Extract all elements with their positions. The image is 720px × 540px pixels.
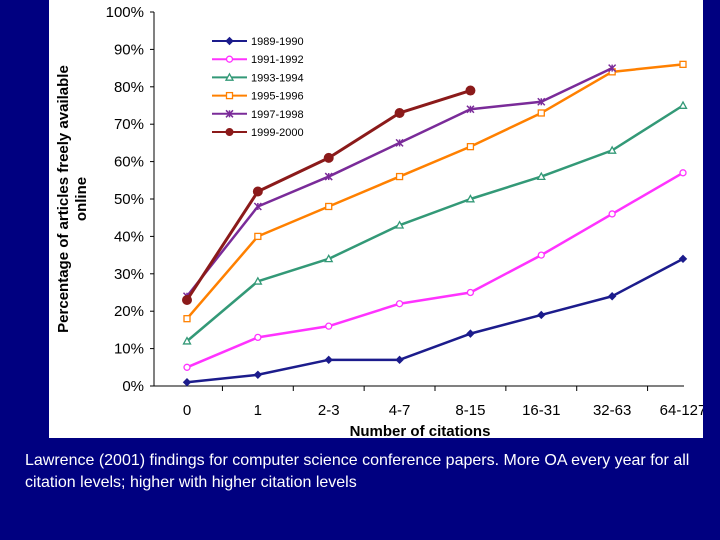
triangle-marker — [536, 171, 546, 181]
chart-panel: 0% 10% 20% 30% 40% 50% 60% 70% 80% 90% 100% 0 1 2-3 4-… — [49, 0, 703, 438]
diamond-marker — [537, 310, 546, 320]
circle-marker — [608, 210, 616, 218]
square-marker — [225, 91, 234, 100]
legend-label: 1993-1994 — [251, 72, 304, 84]
y-tick-label: 80% — [114, 79, 144, 96]
line-chart: 0% 10% 20% 30% 40% 50% 60% 70% 80% 90% 100% 0 1 2-3 4-… — [55, 4, 703, 438]
legend-item: 1993-1994 — [212, 72, 304, 84]
y-tick-label: 10% — [114, 341, 144, 358]
star-marker — [253, 202, 262, 211]
circle-marker — [679, 169, 687, 177]
triangle-marker — [394, 220, 405, 229]
caption: Lawrence (2001) findings for computer sc… — [25, 452, 690, 491]
y-tick-label: 0% — [122, 378, 144, 395]
filled-circle-marker — [252, 186, 263, 197]
filled-circle-marker — [394, 107, 405, 118]
diamond-marker — [466, 329, 475, 338]
y-tick-label: 50% — [114, 191, 144, 208]
legend-label: 1991-1992 — [251, 54, 304, 66]
legend-item: 1999-2000 — [212, 127, 304, 139]
legend-item: 1989-1990 — [212, 36, 304, 48]
y-tick-label: 30% — [114, 266, 144, 283]
square-marker — [395, 172, 404, 181]
star-marker — [324, 172, 333, 181]
x-tick-label: 16-31 — [522, 402, 560, 419]
circle-marker — [395, 300, 404, 308]
legend-label: 1999-2000 — [251, 127, 304, 139]
square-marker — [254, 232, 262, 241]
triangle-marker — [678, 100, 688, 109]
x-tick-label: 32-63 — [593, 402, 631, 419]
series-line — [186, 257, 684, 384]
triangle-marker — [182, 336, 192, 345]
square-marker — [183, 315, 191, 323]
circle-marker — [183, 363, 191, 371]
diamond-marker — [607, 292, 617, 301]
legend-label: 1997-1998 — [251, 109, 304, 121]
circle-marker — [325, 322, 333, 330]
square-marker — [679, 60, 687, 69]
legend-label: 1989-1990 — [251, 36, 304, 48]
square-marker — [537, 109, 545, 117]
triangle-marker — [253, 276, 263, 285]
legend-item: 1991-1992 — [212, 54, 304, 66]
legend-item: 1997-1998 — [212, 109, 304, 121]
square-marker — [325, 202, 333, 211]
y-tick-label: 20% — [114, 303, 144, 320]
legend-item: 1995-1996 — [212, 91, 304, 103]
y-tick-label: 60% — [114, 154, 144, 171]
filled-circle-marker — [182, 294, 192, 305]
circle-marker — [537, 251, 545, 259]
x-tick-label: 2-3 — [318, 402, 340, 419]
x-axis-title: Number of citations — [350, 423, 491, 438]
diamond-marker — [253, 370, 263, 379]
star-marker — [225, 109, 234, 118]
diamond-marker — [225, 36, 234, 46]
star-marker — [395, 138, 404, 147]
diamond-marker — [678, 254, 688, 264]
circle-marker — [225, 55, 234, 63]
x-tick-label: 1 — [254, 402, 262, 419]
diamond-marker — [182, 378, 192, 387]
filled-circle-marker — [225, 128, 234, 136]
triangle-marker — [224, 72, 235, 81]
circle-marker — [254, 333, 262, 342]
legend-label: 1995-1996 — [251, 91, 304, 103]
circle-marker — [466, 288, 475, 297]
x-tick-label: 8-15 — [455, 402, 485, 419]
series-line — [186, 171, 684, 369]
y-tick-label: 100% — [106, 4, 144, 21]
triangle-marker — [465, 194, 476, 203]
diamond-marker — [324, 355, 333, 365]
series-line — [186, 63, 684, 320]
series-line — [186, 104, 684, 343]
y-tick-label: 90% — [114, 41, 144, 58]
plot-area — [154, 12, 684, 386]
x-tick-label: 0 — [183, 402, 191, 419]
y-axis-title-line: online — [73, 177, 90, 221]
y-tick-label: 40% — [114, 228, 144, 245]
star-marker — [537, 97, 546, 106]
y-axis-title: Percentage of articles freely availableo… — [55, 65, 90, 333]
filled-circle-marker — [465, 85, 476, 96]
square-marker — [466, 142, 475, 151]
filled-circle-marker — [323, 152, 334, 163]
star-marker — [466, 105, 475, 114]
x-tick-label: 4-7 — [389, 402, 411, 419]
triangle-marker — [607, 145, 617, 154]
x-tick-label: 64-127 — [660, 402, 703, 419]
y-tick-label: 70% — [114, 116, 144, 133]
star-marker — [608, 64, 617, 73]
triangle-marker — [324, 254, 334, 263]
y-axis-title-line: Percentage of articles freely available — [55, 65, 72, 333]
diamond-marker — [395, 355, 404, 365]
